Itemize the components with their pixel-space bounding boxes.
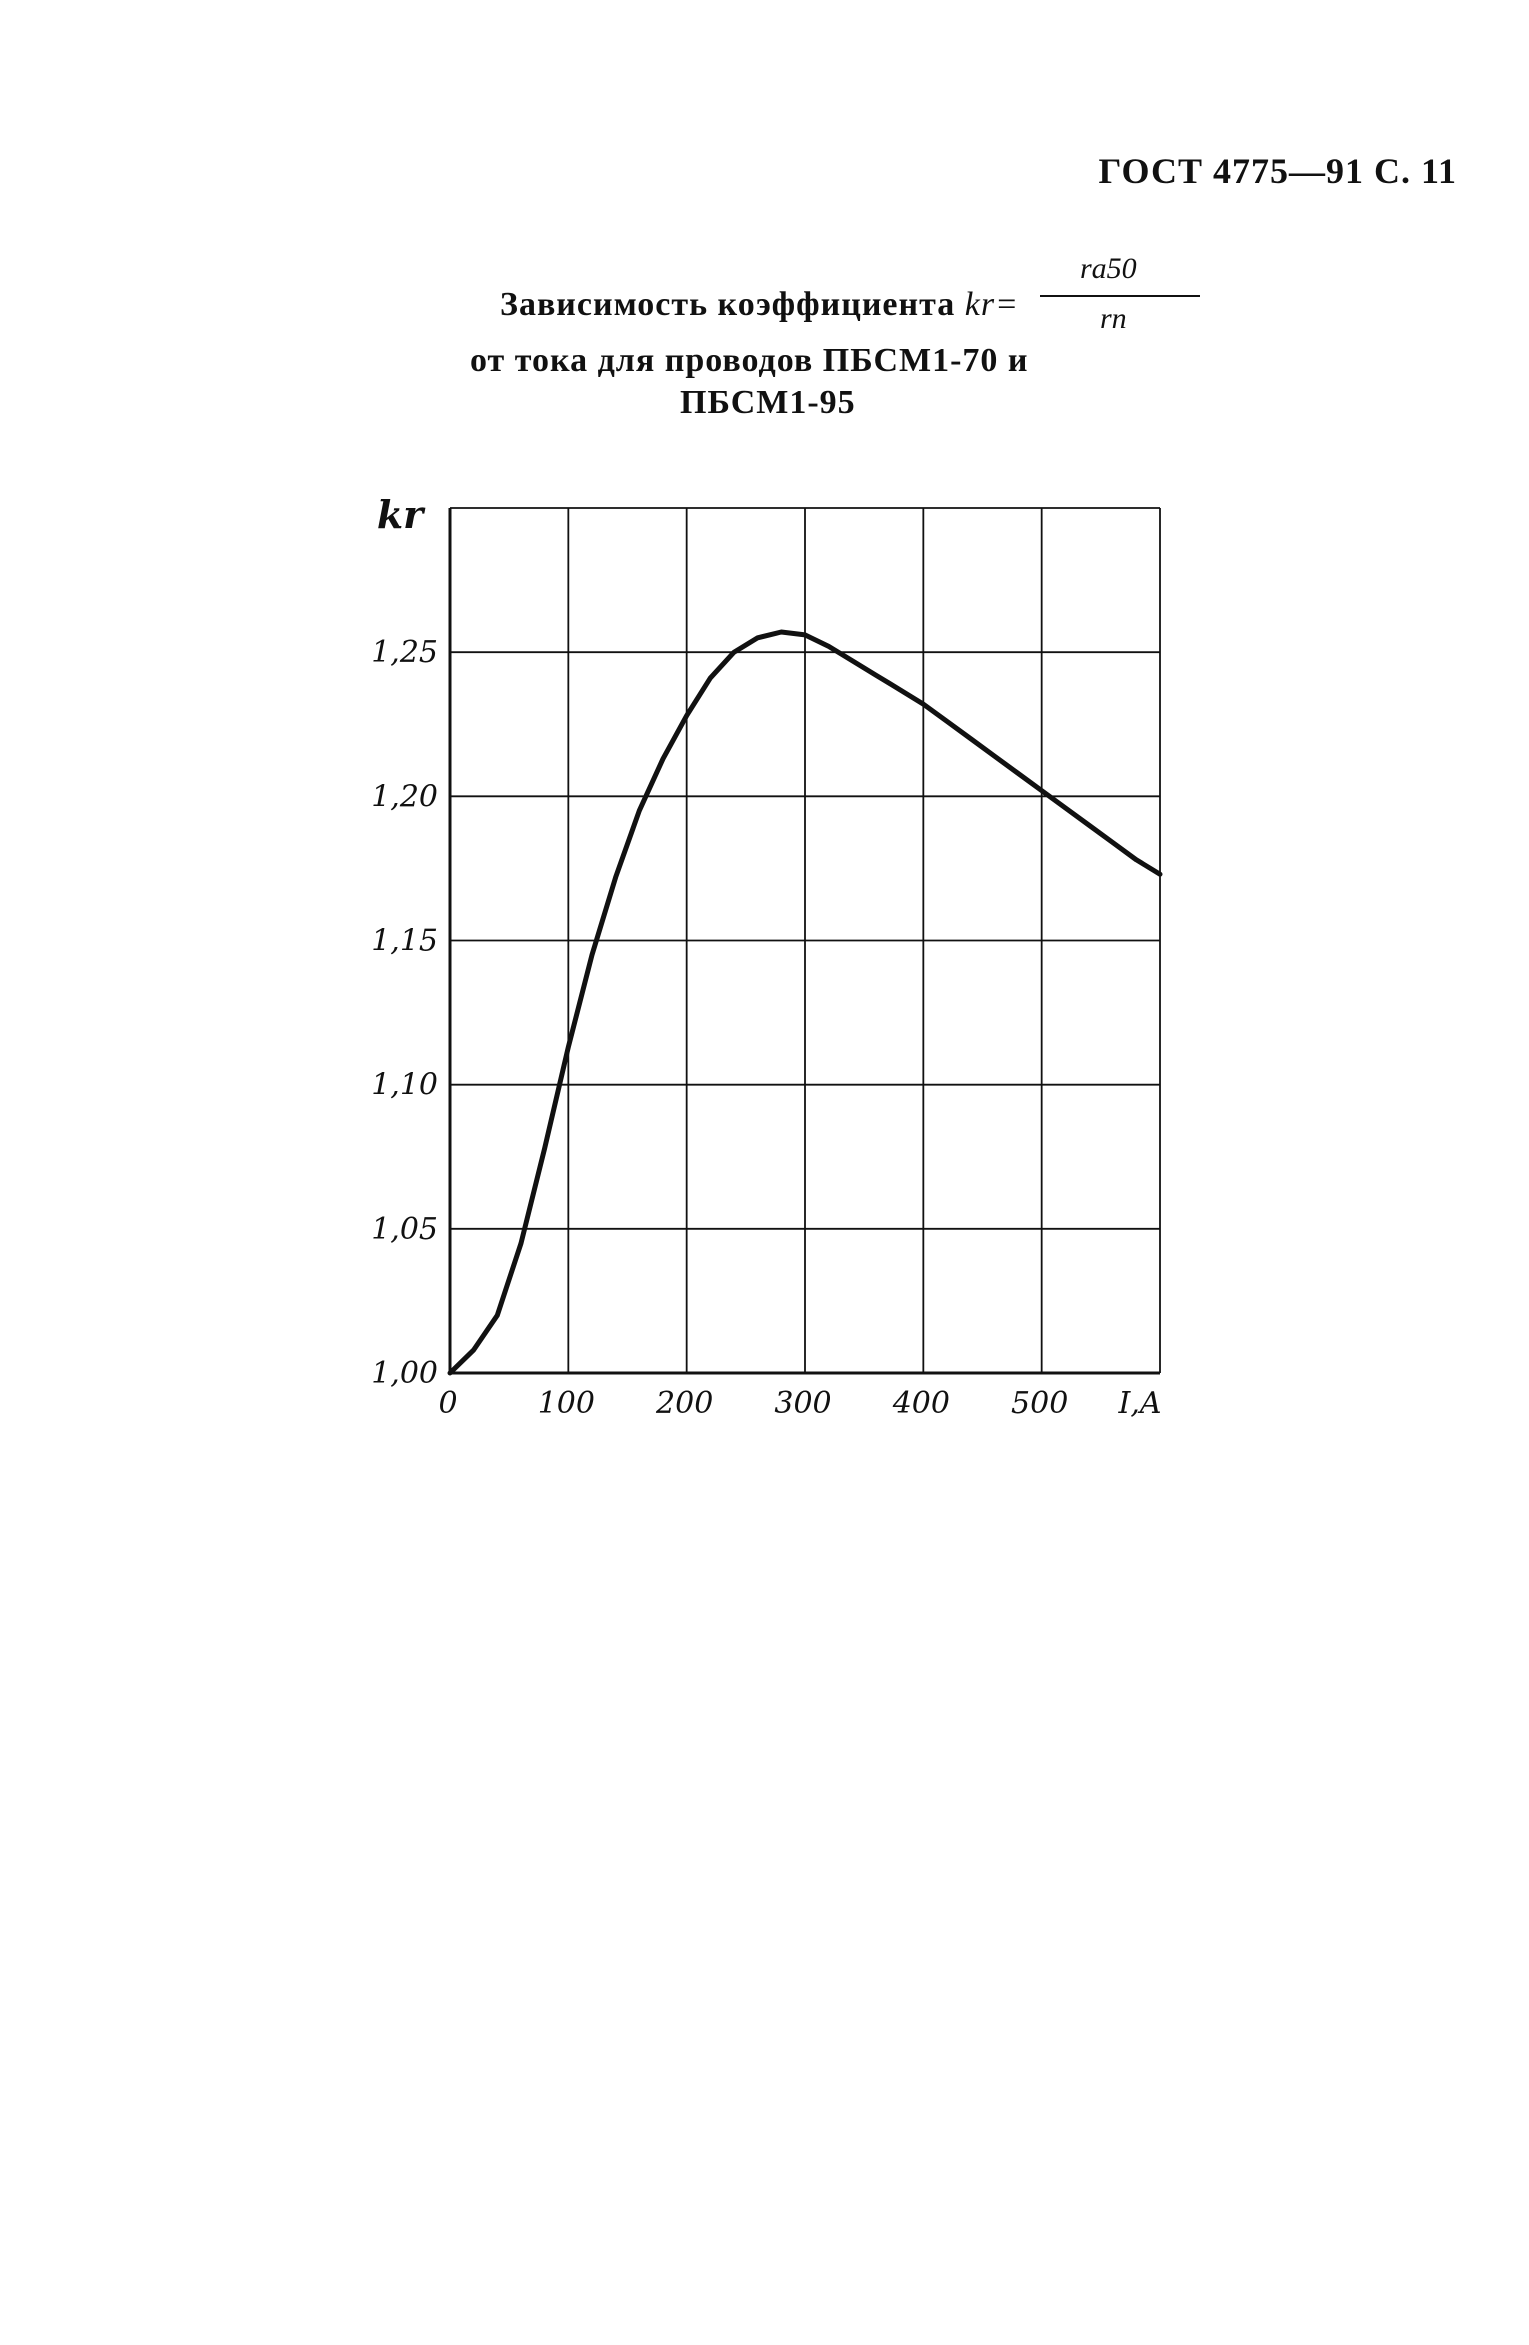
title-line-2: от тока для проводов ПБСМ1-70 и — [470, 342, 1029, 379]
x-tick-label: 500 — [1011, 1386, 1068, 1421]
y-tick-label: 1,00 — [371, 1356, 438, 1391]
y-axis-label: kr — [377, 492, 426, 537]
title-text-1: Зависимость коэффициента — [500, 286, 956, 323]
y-tick-label: 1,25 — [371, 635, 438, 670]
fraction-denominator: rп — [1100, 302, 1127, 335]
y-tick-label: 1,15 — [371, 924, 438, 959]
title-fraction: ra50 rп — [1040, 250, 1200, 350]
fraction-bar — [1040, 295, 1200, 297]
x-tick-label: 300 — [774, 1386, 831, 1421]
title-line-3: ПБСМ1-95 — [680, 384, 856, 421]
x-axis-label: I,A — [1117, 1386, 1161, 1421]
x-tick-label: 400 — [892, 1386, 950, 1421]
y-tick-label: 1,05 — [371, 1212, 438, 1247]
x-tick-label: 100 — [538, 1386, 595, 1421]
fraction-numerator: ra50 — [1080, 252, 1137, 285]
page-header: ГОСТ 4775—91 С. 11 — [1098, 151, 1457, 191]
y-tick-label: 1,10 — [371, 1068, 438, 1103]
chart-title: Зависимость коэффициента kr= ra50 rп от … — [470, 250, 1230, 450]
title-line-1: Зависимость коэффициента kr= — [500, 286, 1019, 324]
x-tick-label: 0 — [438, 1386, 457, 1421]
line-chart: 0 100 200 300 400 500 I,A 1,00 1,05 1,10 1,15 1,20 1… — [371, 492, 1163, 1421]
series-line — [447, 629, 1163, 1376]
x-tick-label: 200 — [655, 1386, 713, 1421]
y-tick-label: 1,20 — [371, 779, 438, 814]
title-symbol: kr= — [964, 286, 1019, 323]
